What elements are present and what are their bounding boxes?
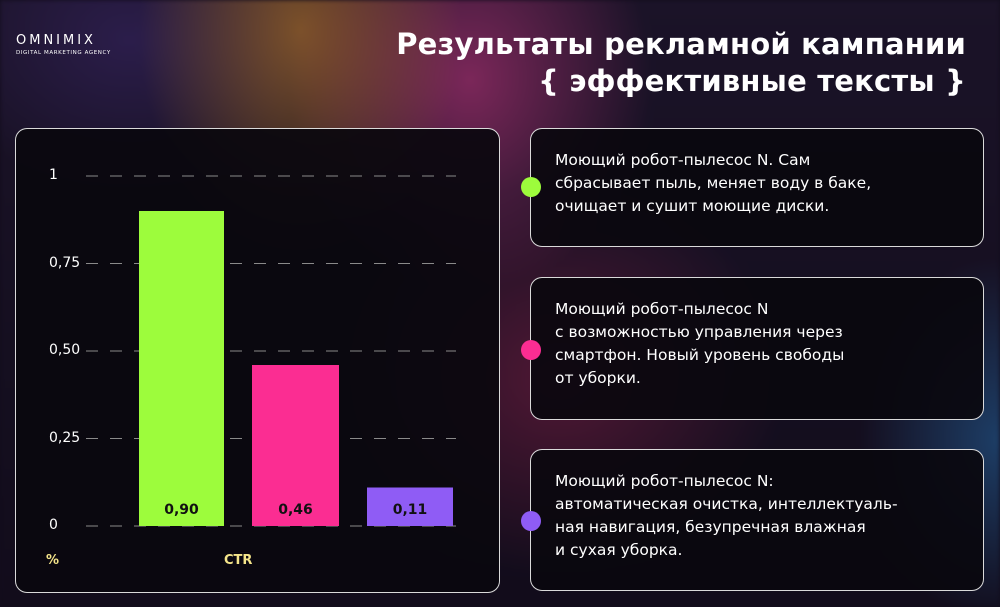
title-line-1: Результаты рекламной кампании [396,27,966,61]
brand-name: OMNIMIX [16,33,96,48]
y-tick-label: 0,50 [49,342,81,358]
text-card-2: Моющий робот-пылесос N с возможностью уп… [530,277,984,420]
bar-value-label: 0,46 [278,502,313,518]
chart-panel: % CTR 0 0,25 0,50 0,75 1 0,90 0,46 0,11 [15,128,500,593]
card-marker-purple [521,511,541,531]
text-card-3: Моющий робот-пылесос N: автоматическая о… [530,449,984,591]
brand-logo: OMNIMIX DIGITAL MARKETING AGENCY [16,33,111,56]
bar [367,487,453,526]
card-text-2: Моющий робот-пылесос N с возможностью уп… [555,300,845,387]
card-marker-green [521,177,541,197]
bar [139,211,224,526]
bar-chart [86,175,456,527]
y-tick-label: 0,25 [49,429,81,446]
y-tick-label: 0,75 [49,254,81,271]
y-tick-label: 1 [49,167,58,183]
bar-value-label: 0,11 [392,502,428,518]
x-axis-label: CTR [224,553,253,568]
y-tick-label: 0 [49,517,58,533]
page-title: Результаты рекламной кампании { эффектив… [396,26,966,100]
card-text-1: Моющий робот-пылесос N. Сам сбрасывает п… [555,151,872,215]
y-axis-label: % [46,553,60,568]
title-line-2: { эффективные тексты } [538,64,966,98]
brand-tagline: DIGITAL MARKETING AGENCY [16,50,111,56]
bar [252,365,339,526]
text-card-1: Моющий робот-пылесос N. Сам сбрасывает п… [530,128,984,247]
card-text-3: Моющий робот-пылесос N: автоматическая о… [555,472,898,559]
bar-value-label: 0,90 [164,502,199,518]
card-marker-pink [521,340,541,360]
